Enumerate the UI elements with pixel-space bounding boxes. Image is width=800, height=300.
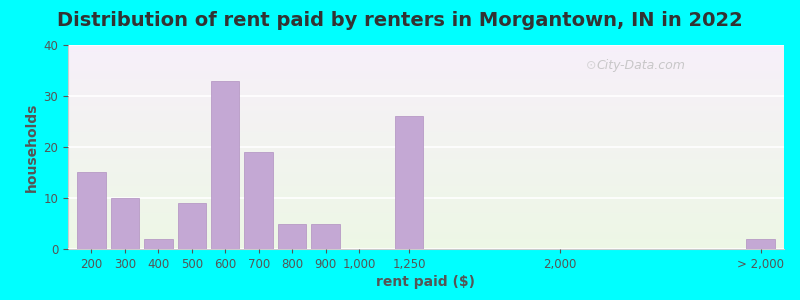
X-axis label: rent paid ($): rent paid ($): [377, 275, 475, 289]
Bar: [245, 152, 273, 249]
Bar: [746, 239, 774, 249]
Bar: [78, 172, 106, 249]
Bar: [144, 239, 173, 249]
Bar: [311, 224, 340, 249]
Y-axis label: households: households: [26, 102, 39, 192]
Bar: [278, 224, 306, 249]
Text: Distribution of rent paid by renters in Morgantown, IN in 2022: Distribution of rent paid by renters in …: [57, 11, 743, 29]
Text: ⊙: ⊙: [586, 59, 596, 72]
Bar: [178, 203, 206, 249]
Bar: [211, 81, 239, 249]
Bar: [395, 116, 423, 249]
Bar: [110, 198, 139, 249]
Text: City-Data.com: City-Data.com: [596, 59, 686, 72]
